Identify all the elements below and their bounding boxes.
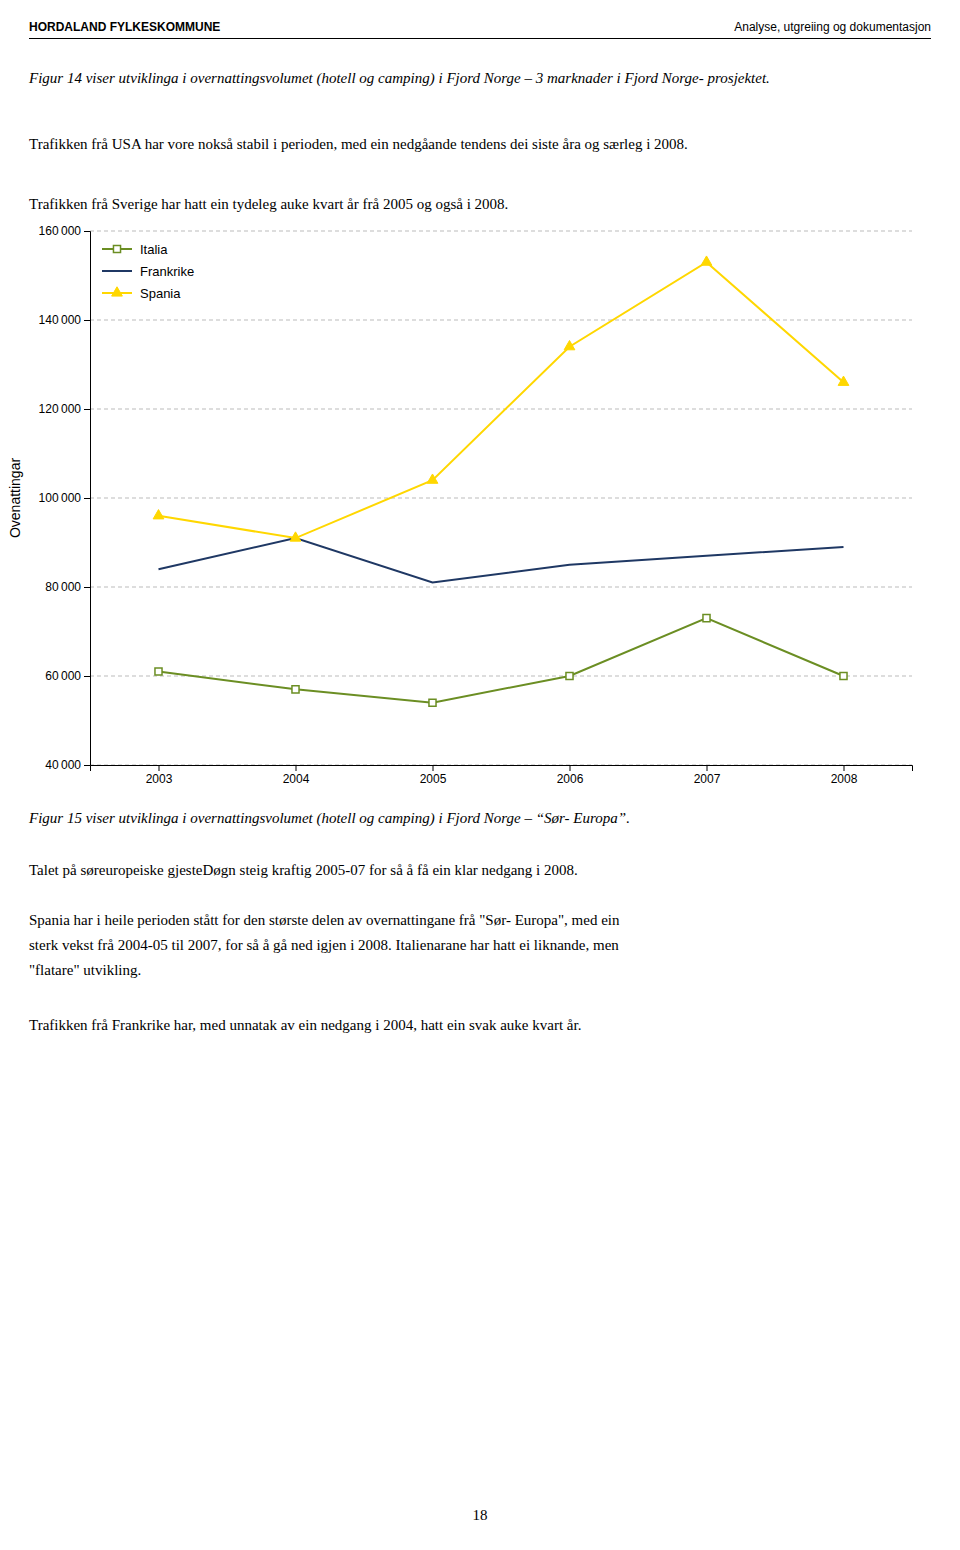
header-right: Analyse, utgreiing og dokumentasjon	[734, 20, 931, 34]
y-tick-mark	[84, 498, 90, 499]
y-tick: 40 000	[45, 758, 90, 772]
y-tick-label: 80 000	[45, 580, 81, 594]
x-tick-mark	[159, 765, 160, 771]
y-tick: 100 000	[39, 491, 90, 505]
chart: 40 000 60 000 80 000 100 000 120 000 140 000 1…	[0, 215, 960, 805]
x-tick-label: 2006	[557, 772, 584, 786]
y-tick-label: 120 000	[39, 402, 82, 416]
y-tick-label: 160 000	[39, 224, 82, 238]
x-tick-label: 2005	[420, 772, 447, 786]
y-tick: 60 000	[45, 669, 90, 683]
series-marker	[292, 686, 299, 693]
legend-marker	[113, 245, 120, 252]
series-marker	[840, 672, 847, 679]
x-tick-mark	[707, 765, 708, 771]
x-tick: 2003	[146, 765, 173, 786]
x-axis: 2003 2004 2005 2006 2007 2008	[91, 765, 913, 786]
page-number: 18	[29, 1505, 931, 1525]
y-tick: 160 000	[39, 224, 90, 238]
x-tick-label: 2007	[694, 772, 721, 786]
legend-label: Italia	[140, 242, 168, 257]
series-line	[159, 618, 844, 703]
y-tick-label: 100 000	[39, 491, 82, 505]
series-marker	[427, 474, 438, 483]
y-tick-mark	[84, 320, 90, 321]
grid-line	[90, 320, 912, 321]
grid-line	[90, 498, 912, 499]
header-left: HORDALAND FYLKESKOMMUNE	[29, 20, 220, 34]
series-marker	[153, 510, 164, 519]
grid-line	[90, 676, 912, 677]
series-line	[159, 538, 844, 583]
x-tick: 2005	[420, 765, 447, 786]
y-tick-label: 60 000	[45, 669, 81, 683]
legend: Italia Frankrike Spania	[102, 242, 194, 301]
x-tick-mark	[844, 765, 845, 771]
grid-line	[90, 231, 912, 232]
series-marker	[703, 615, 710, 622]
paragraph-line: "flatare" utvikling.	[29, 960, 931, 980]
grid	[90, 231, 912, 765]
y-tick: 120 000	[39, 402, 90, 416]
paragraph-line: Spania har i heile perioden stått for de…	[29, 910, 931, 930]
plot-area	[153, 256, 849, 706]
grid-line	[90, 409, 912, 410]
legend-swatch	[102, 270, 132, 272]
series-marker	[838, 376, 849, 385]
paragraph: Trafikken frå USA har vore nokså stabil …	[29, 134, 931, 154]
paragraph-line: sterk vekst frå 2004-05 til 2007, for så…	[29, 935, 931, 955]
x-tick-mark	[570, 765, 571, 771]
paragraph: Trafikken frå Frankrike har, med unnatak…	[29, 1015, 931, 1035]
x-tick: 2004	[283, 765, 310, 786]
paragraph: Figur 14 viser utviklinga i overnattings…	[29, 68, 931, 88]
legend-label: Frankrike	[140, 264, 194, 279]
x-tick: 2006	[557, 765, 584, 786]
x-tick-mark	[433, 765, 434, 771]
y-tick-mark	[84, 587, 90, 588]
paragraph: Talet på søreuropeiske gjesteDøgn steig …	[29, 860, 931, 880]
caption: Figur 15 viser utviklinga i overnattings…	[29, 808, 931, 828]
y-axis-title: Ovenattingar	[7, 458, 23, 538]
y-axis-line	[84, 232, 91, 766]
series-marker	[701, 256, 712, 265]
legend-item: Italia	[102, 242, 168, 257]
x-tick-label: 2003	[146, 772, 173, 786]
y-tick-mark	[84, 765, 90, 766]
header-rule	[29, 38, 931, 39]
x-axis-line	[91, 766, 913, 772]
legend-item: Spania	[102, 286, 181, 301]
y-tick-mark	[84, 676, 90, 677]
grid-line	[90, 587, 912, 588]
y-axis: 40 000 60 000 80 000 100 000 120 000 140 000 1…	[39, 224, 91, 772]
x-tick: 2008	[831, 765, 858, 786]
paragraph: Trafikken frå Sverige har hatt ein tydel…	[29, 194, 931, 214]
series-marker	[155, 668, 162, 675]
series-marker	[564, 340, 575, 349]
x-tick: 2007	[694, 765, 721, 786]
x-tick-label: 2008	[831, 772, 858, 786]
series-marker	[290, 532, 301, 541]
y-tick-label: 140 000	[39, 313, 82, 327]
y-tick-mark	[84, 409, 90, 410]
series-marker	[566, 672, 573, 679]
legend-label: Spania	[140, 286, 181, 301]
series-marker	[429, 699, 436, 706]
y-tick: 140 000	[39, 313, 90, 327]
y-tick-mark	[84, 231, 90, 232]
legend-marker	[112, 287, 123, 296]
legend-item: Frankrike	[102, 264, 194, 279]
y-tick-label: 40 000	[45, 758, 81, 772]
series-line	[159, 262, 844, 538]
x-tick-mark	[296, 765, 297, 771]
y-tick: 80 000	[45, 580, 90, 594]
x-tick-label: 2004	[283, 772, 310, 786]
